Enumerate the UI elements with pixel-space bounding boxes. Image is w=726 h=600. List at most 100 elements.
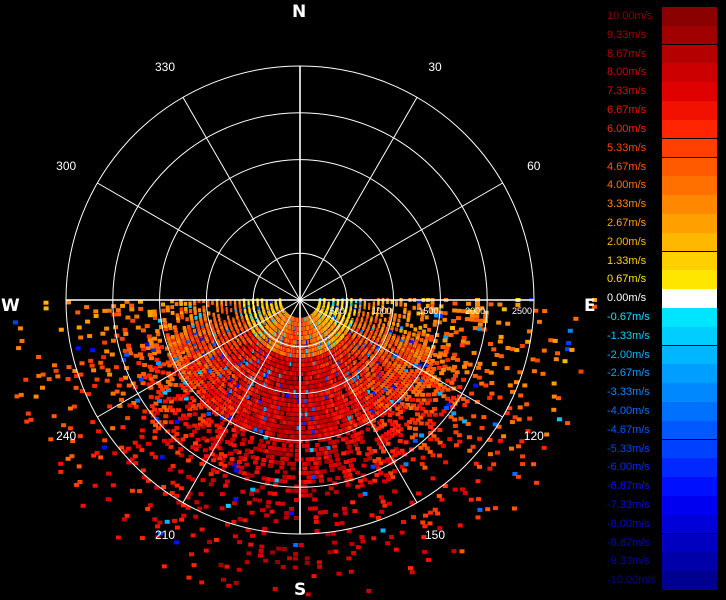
velocity-cell bbox=[203, 504, 209, 509]
velocity-cell bbox=[330, 374, 333, 379]
velocity-cell bbox=[381, 459, 387, 464]
colorbar-swatch bbox=[662, 289, 717, 308]
velocity-cell bbox=[157, 520, 163, 525]
velocity-cell bbox=[317, 364, 321, 369]
range-ring-label: 500 bbox=[330, 306, 345, 316]
velocity-cell bbox=[301, 426, 306, 430]
velocity-cell bbox=[439, 497, 445, 502]
velocity-cell bbox=[349, 363, 353, 368]
velocity-cell bbox=[269, 394, 273, 399]
velocity-cell bbox=[138, 299, 143, 304]
velocity-cell bbox=[222, 412, 227, 417]
velocity-cell bbox=[236, 338, 240, 343]
velocity-cell bbox=[161, 362, 167, 367]
velocity-cell bbox=[302, 358, 305, 363]
velocity-cell bbox=[274, 428, 279, 433]
velocity-cell bbox=[507, 383, 513, 388]
velocity-cell bbox=[383, 317, 387, 322]
velocity-cell bbox=[479, 306, 485, 311]
velocity-cell bbox=[281, 356, 284, 360]
velocity-cell bbox=[258, 553, 263, 558]
velocity-cell bbox=[52, 363, 57, 368]
velocity-cell bbox=[180, 335, 185, 340]
velocity-cell bbox=[225, 397, 230, 402]
velocity-cell bbox=[441, 409, 447, 414]
velocity-cell bbox=[169, 491, 175, 495]
velocity-cell bbox=[277, 368, 280, 373]
velocity-cell bbox=[259, 485, 265, 490]
velocity-cell bbox=[237, 405, 241, 410]
velocity-cell bbox=[320, 373, 323, 378]
velocity-cell bbox=[384, 473, 390, 478]
velocity-cell bbox=[220, 307, 224, 312]
velocity-cell bbox=[272, 441, 277, 446]
velocity-cell bbox=[237, 400, 241, 405]
velocity-cell bbox=[304, 376, 307, 381]
velocity-cell bbox=[260, 366, 263, 371]
velocity-cell bbox=[171, 350, 176, 355]
velocity-cell bbox=[286, 380, 289, 384]
velocity-cell bbox=[396, 322, 400, 327]
velocity-cell bbox=[352, 361, 356, 365]
velocity-cell bbox=[429, 334, 434, 339]
velocity-cell bbox=[283, 365, 286, 370]
velocity-cell bbox=[366, 421, 371, 426]
velocity-cell bbox=[551, 394, 557, 399]
velocity-cell bbox=[328, 351, 331, 355]
velocity-cell bbox=[515, 474, 521, 479]
azimuth-label: 60 bbox=[527, 159, 541, 173]
velocity-cell bbox=[206, 358, 210, 363]
velocity-cell bbox=[359, 535, 365, 540]
colorbar-row: 6.00m/s bbox=[602, 119, 720, 139]
velocity-cell bbox=[17, 326, 23, 331]
velocity-cell bbox=[459, 487, 465, 492]
velocity-cell bbox=[345, 349, 348, 354]
velocity-cell bbox=[202, 396, 207, 401]
velocity-cell bbox=[399, 396, 404, 401]
velocity-cell bbox=[12, 320, 18, 325]
velocity-cell bbox=[380, 313, 383, 317]
velocity-cell bbox=[167, 323, 172, 328]
velocity-cell bbox=[147, 503, 153, 508]
velocity-cell bbox=[315, 356, 318, 361]
velocity-cell bbox=[476, 365, 482, 370]
velocity-cell bbox=[329, 431, 334, 436]
velocity-cell bbox=[206, 393, 211, 398]
velocity-cell bbox=[345, 431, 350, 436]
velocity-cell bbox=[197, 360, 201, 365]
velocity-cell bbox=[381, 299, 385, 304]
azimuth-label: 210 bbox=[155, 528, 175, 542]
velocity-cell bbox=[416, 390, 422, 394]
velocity-cell bbox=[188, 309, 193, 314]
velocity-cell bbox=[261, 391, 264, 396]
velocity-cell bbox=[236, 371, 240, 376]
velocity-cell bbox=[306, 475, 312, 480]
velocity-cell bbox=[189, 334, 194, 339]
velocity-cell bbox=[145, 346, 151, 350]
velocity-cell bbox=[437, 320, 442, 325]
velocity-cell bbox=[195, 382, 200, 387]
velocity-cell bbox=[426, 384, 432, 389]
velocity-cell bbox=[578, 369, 584, 374]
velocity-cell bbox=[256, 390, 260, 394]
velocity-cell bbox=[272, 491, 277, 496]
velocity-cell bbox=[325, 491, 330, 496]
velocity-cell bbox=[360, 473, 366, 478]
velocity-cell bbox=[383, 437, 389, 442]
velocity-cell bbox=[361, 371, 365, 376]
velocity-cell bbox=[420, 520, 426, 525]
velocity-cell bbox=[58, 327, 64, 332]
velocity-cell bbox=[380, 434, 386, 438]
velocity-cell bbox=[213, 374, 217, 379]
colorbar-row: -7.33m/s bbox=[602, 496, 720, 515]
velocity-cell bbox=[411, 403, 416, 408]
velocity-cell bbox=[342, 413, 347, 418]
velocity-cell bbox=[172, 364, 177, 369]
velocity-cell bbox=[273, 519, 279, 524]
velocity-cell bbox=[301, 417, 306, 421]
velocity-cell bbox=[249, 312, 252, 317]
velocity-cell bbox=[426, 376, 432, 380]
velocity-cell bbox=[341, 403, 346, 408]
velocity-cell bbox=[241, 471, 247, 476]
velocity-cell bbox=[316, 406, 320, 411]
